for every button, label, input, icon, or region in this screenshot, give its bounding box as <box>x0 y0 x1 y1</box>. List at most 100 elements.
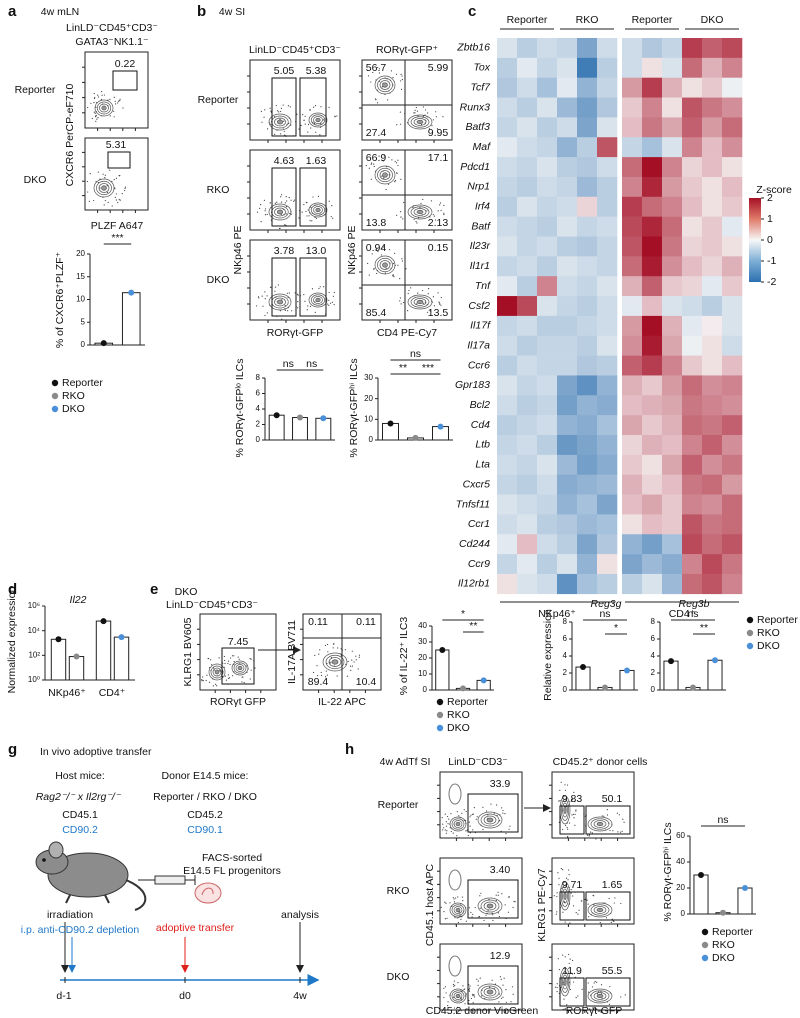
event-dot <box>124 189 126 192</box>
heatmap-cell <box>642 236 663 257</box>
event-dot <box>458 815 460 817</box>
heatmap-cell <box>642 38 663 59</box>
heatmap-cell <box>702 77 723 98</box>
heatmap-cell <box>662 474 683 495</box>
event-dot <box>394 252 396 254</box>
event-dot <box>570 888 572 891</box>
event-dot <box>100 91 103 93</box>
contour <box>596 821 604 827</box>
event-dot <box>372 71 374 74</box>
legend-marker <box>51 392 59 400</box>
gene-label: Nrp1 <box>467 181 490 193</box>
gate <box>559 977 585 1007</box>
heatmap-cell <box>642 514 663 535</box>
heatmap-cell <box>722 554 743 575</box>
heatmap-cell <box>642 256 663 277</box>
event-dot <box>243 682 245 684</box>
event-dot <box>279 118 281 120</box>
event-dot <box>461 990 463 992</box>
event-dot <box>334 115 336 117</box>
event-dot <box>115 177 118 179</box>
event-dot <box>623 821 625 823</box>
event-dot <box>568 962 570 964</box>
gene-label: Tox <box>473 62 490 74</box>
contour <box>451 818 465 830</box>
event-dot <box>460 998 463 1000</box>
event-dot <box>502 984 504 986</box>
axis-label: PLZF A647 <box>91 220 144 232</box>
contour <box>453 906 463 914</box>
contour <box>96 101 112 115</box>
event-dot <box>241 676 243 678</box>
event-dot <box>473 996 476 998</box>
event-dot <box>594 980 596 983</box>
event-dot <box>261 295 263 297</box>
event-dot <box>277 284 280 286</box>
event-dot <box>289 212 291 215</box>
gene-label: Batf3 <box>465 121 490 133</box>
event-dot <box>432 214 434 216</box>
event-dot <box>405 268 407 270</box>
heatmap-cell <box>497 296 518 317</box>
y-tick-label: 0 <box>563 685 568 694</box>
heatmap-cell <box>622 454 643 475</box>
event-dot <box>496 804 498 806</box>
heatmap-cell <box>722 534 743 555</box>
heatmap-cell <box>557 196 578 217</box>
heatmap-cell <box>597 236 618 257</box>
label: LinLD⁻CD3⁻ <box>448 756 508 768</box>
event-dot <box>328 304 330 306</box>
gate-value: 3.78 <box>274 245 295 257</box>
event-dot <box>417 292 419 294</box>
event-dot <box>577 995 579 997</box>
event-dot <box>449 827 451 829</box>
y-tick-label: 60 <box>676 831 685 840</box>
event-dot <box>400 178 402 180</box>
event-dot <box>473 994 475 996</box>
heatmap-cell <box>497 435 518 456</box>
event-dot <box>332 217 334 219</box>
event-dot <box>305 210 307 213</box>
heatmap-cell <box>722 474 743 495</box>
heatmap-cell <box>702 157 723 178</box>
event-dot <box>86 106 89 109</box>
event-dot <box>554 986 557 988</box>
heatmap-cell <box>642 554 663 575</box>
heatmap-cell <box>557 97 578 118</box>
contour <box>377 77 393 93</box>
contour <box>233 662 247 674</box>
bar-mean-dot <box>387 420 394 427</box>
event-dot <box>257 296 260 298</box>
event-dot <box>556 986 558 989</box>
heatmap-cell <box>517 494 538 515</box>
event-dot <box>443 987 445 989</box>
heatmap-cell <box>557 38 578 59</box>
event-dot <box>286 200 288 202</box>
heatmap-cell <box>597 494 618 515</box>
event-dot <box>620 902 622 905</box>
event-dot <box>296 113 298 115</box>
heatmap-cell <box>622 256 643 277</box>
contour <box>480 985 500 999</box>
gate-value: 1.65 <box>602 879 623 891</box>
event-dot <box>274 202 276 204</box>
label: Donor E14.5 mice: <box>162 770 249 782</box>
event-dot <box>429 310 432 312</box>
label: In vivo adoptive transfer <box>40 746 152 758</box>
contour <box>331 659 339 665</box>
event-dot <box>115 199 118 201</box>
gate-value: 9.83 <box>562 793 583 805</box>
heatmap-cell <box>497 38 518 59</box>
heatmap-cell <box>722 494 743 515</box>
y-tick-label: 2 <box>256 420 261 429</box>
heatmap-cell <box>577 355 598 376</box>
bar <box>693 874 709 915</box>
event-dot <box>233 655 235 657</box>
heatmap-cell <box>622 355 643 376</box>
event-dot <box>440 906 442 908</box>
event-dot <box>118 198 120 201</box>
gate-value: 0.94 <box>366 242 387 254</box>
gate-value: 11.9 <box>562 965 582 977</box>
heatmap-cell <box>702 97 723 118</box>
event-dot <box>574 824 576 826</box>
